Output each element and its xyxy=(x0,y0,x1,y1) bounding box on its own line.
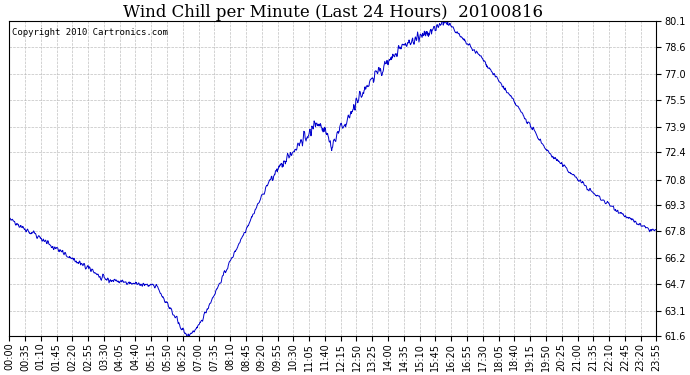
Text: Copyright 2010 Cartronics.com: Copyright 2010 Cartronics.com xyxy=(12,28,168,37)
Title: Wind Chill per Minute (Last 24 Hours)  20100816: Wind Chill per Minute (Last 24 Hours) 20… xyxy=(123,4,543,21)
